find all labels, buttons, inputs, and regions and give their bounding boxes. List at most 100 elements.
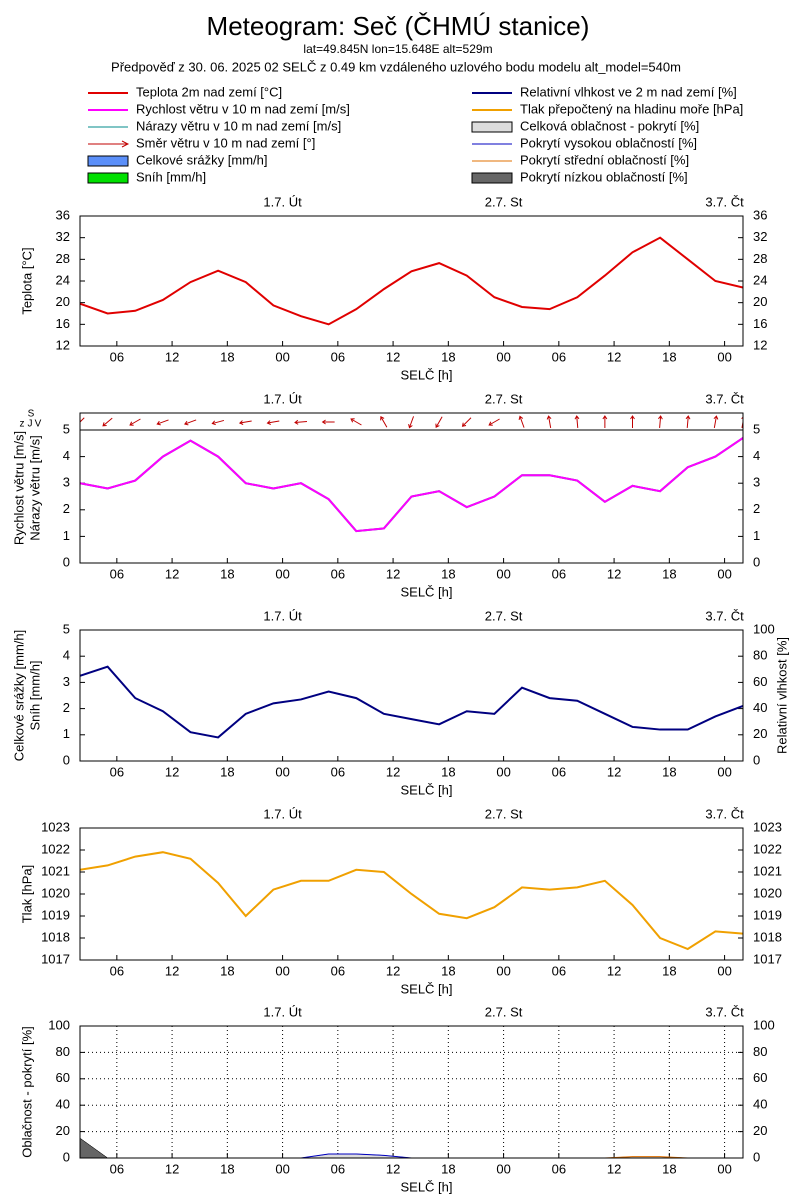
wind-arrow — [435, 416, 443, 428]
x-tick-label: 06 — [552, 1161, 566, 1176]
y2-tick-label: 80 — [753, 1044, 767, 1059]
plot — [80, 1137, 743, 1158]
y-tick-label: 20 — [56, 1123, 70, 1138]
y2-tick-label: 20 — [753, 726, 767, 741]
wind-arrow — [658, 415, 663, 429]
y-tick-label: 28 — [56, 251, 70, 266]
x-tick-label: 12 — [386, 349, 400, 364]
x-tick-label: 12 — [165, 963, 179, 978]
y2-tick-label: 100 — [753, 621, 775, 636]
x-tick-label: 18 — [662, 566, 676, 581]
y2-tick-label: 100 — [753, 1017, 775, 1032]
x-tick-label: 06 — [331, 349, 345, 364]
x-tick-label: 18 — [220, 1161, 234, 1176]
x-tick-label: 12 — [607, 349, 621, 364]
day-label: 2.7. St — [485, 1004, 523, 1019]
x-tick-label: 06 — [552, 764, 566, 779]
plot-frame — [79, 1025, 744, 1159]
x-tick-label: 06 — [110, 1161, 124, 1176]
wind-arrow — [518, 415, 525, 428]
y2-tick-label: 1 — [753, 528, 760, 543]
legend-label: Celková oblačnost - pokrytí [%] — [520, 118, 699, 133]
legend-label: Tlak přepočtený na hladinu moře [hPa] — [520, 101, 743, 116]
legend-label: Sníh [mm/h] — [136, 169, 206, 184]
x-axis-label: SELČ [h] — [400, 981, 452, 996]
y-tick-label: 2 — [63, 501, 70, 516]
x-tick-label: 18 — [220, 349, 234, 364]
y2-tick-label: 32 — [753, 229, 767, 244]
legend-swatch — [471, 172, 513, 184]
legend-swatch — [87, 155, 129, 167]
x-tick-label: 18 — [220, 566, 234, 581]
legend-label: Rychlost větru v 10 m nad zemí [m/s] — [136, 101, 350, 116]
x-tick-label: 18 — [441, 963, 455, 978]
day-label: 1.7. Út — [263, 194, 302, 209]
x-axis-label: SELČ [h] — [400, 584, 452, 599]
x-tick-label: 12 — [607, 764, 621, 779]
y-tick-label: 3 — [63, 475, 70, 490]
x-tick-label: 00 — [275, 963, 289, 978]
y2-tick-label: 36 — [753, 207, 767, 222]
plot-frame — [79, 629, 744, 762]
y2-axis-label: Relativní vlhkost [%] — [774, 637, 789, 754]
plot-frame — [79, 412, 744, 564]
wind-arrow — [741, 416, 743, 428]
x-tick-label: 00 — [717, 764, 731, 779]
day-label: 1.7. Út — [263, 806, 302, 821]
x-tick-label: 00 — [275, 764, 289, 779]
y-axis-label: Oblačnost - pokrytí [%] — [19, 1026, 34, 1158]
legend-label: Celkové srážky [mm/h] — [136, 152, 267, 167]
y2-tick-label: 4 — [753, 448, 760, 463]
x-tick-label: 18 — [441, 349, 455, 364]
series-line — [80, 665, 743, 739]
x-axis-label: SELČ [h] — [400, 367, 452, 382]
x-tick-label: 18 — [441, 566, 455, 581]
y2-tick-label: 20 — [753, 294, 767, 309]
y-tick-label: 1023 — [41, 819, 70, 834]
y-axis-label: Teplota [°C] — [19, 247, 34, 314]
x-axis-label: SELČ [h] — [400, 1179, 452, 1194]
y2-tick-label: 20 — [753, 1123, 767, 1138]
plot — [80, 665, 743, 739]
x-tick-label: 12 — [386, 963, 400, 978]
y-tick-label: 1 — [63, 726, 70, 741]
y2-tick-label: 80 — [753, 648, 767, 663]
y2-tick-label: 1023 — [753, 819, 782, 834]
direction-label: S — [28, 409, 35, 420]
legend-label: Směr větru v 10 m nad zemí [°] — [136, 135, 315, 150]
x-tick-label: 00 — [717, 1161, 731, 1176]
x-tick-label: 18 — [220, 764, 234, 779]
x-tick-label: 06 — [331, 764, 345, 779]
y2-tick-label: 16 — [753, 316, 767, 331]
x-tick-label: 12 — [607, 1161, 621, 1176]
x-tick-label: 18 — [441, 764, 455, 779]
y2-tick-label: 1021 — [753, 863, 782, 878]
x-tick-label: 00 — [496, 1161, 510, 1176]
direction-label: V — [35, 419, 42, 430]
x-tick-label: 00 — [275, 566, 289, 581]
legend-label: Nárazy větru v 10 m nad zemí [m/s] — [136, 118, 341, 133]
y-tick-label: 1022 — [41, 841, 70, 856]
y-tick-label: 60 — [56, 1070, 70, 1085]
legend-label: Relativní vlhkost ve 2 m nad zemí [%] — [520, 84, 737, 99]
x-tick-label: 12 — [386, 764, 400, 779]
y-tick-label: 12 — [56, 337, 70, 352]
x-tick-label: 12 — [386, 1161, 400, 1176]
y-tick-label: 40 — [56, 1097, 70, 1112]
x-tick-label: 06 — [552, 349, 566, 364]
y2-tick-label: 2 — [753, 501, 760, 516]
x-tick-label: 00 — [496, 764, 510, 779]
plot — [80, 415, 743, 533]
y-axis-label: Rychlost větru [m/s] — [11, 431, 26, 545]
cloud-area — [80, 1137, 743, 1158]
cloud-area — [80, 1137, 743, 1158]
wind-arrow — [488, 418, 500, 426]
x-tick-label: 18 — [441, 1161, 455, 1176]
y2-tick-label: 0 — [753, 752, 760, 767]
y-tick-label: 3 — [63, 674, 70, 689]
x-tick-label: 00 — [275, 349, 289, 364]
legend-label: Teplota 2m nad zemí [°C] — [136, 84, 282, 99]
legend-swatch — [471, 121, 513, 133]
x-axis-label: SELČ [h] — [400, 782, 452, 797]
x-tick-label: 12 — [165, 1161, 179, 1176]
